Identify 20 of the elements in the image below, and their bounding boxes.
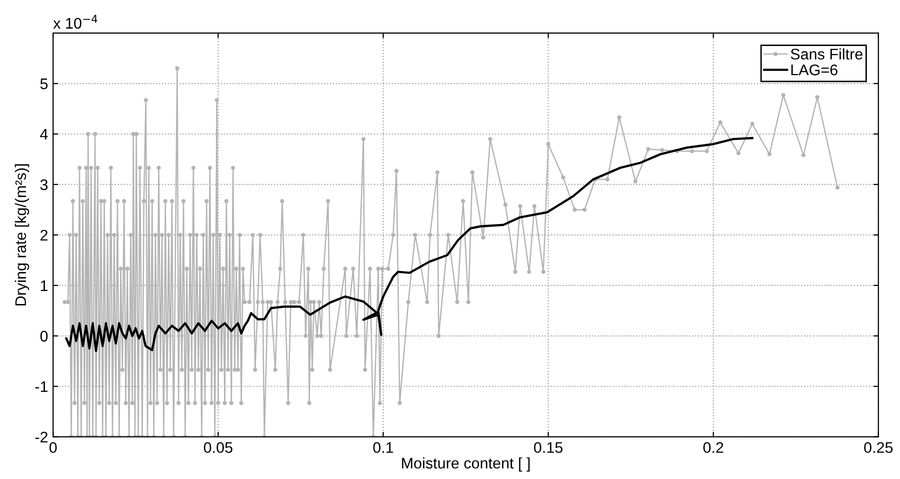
line-series: [65, 136, 754, 352]
text: x 10$^{−4}$: [53, 14, 98, 29]
y-tick-label: 0: [40, 330, 48, 342]
x-tick-label: 0.1: [373, 442, 394, 453]
y-tick-label: 2: [40, 230, 48, 240]
y-tick-label: 3: [40, 179, 48, 190]
x-tick-label: 0.05: [204, 442, 232, 453]
x-tick-label: 0.25: [864, 442, 893, 453]
legend-label: Sans Filtre: [790, 48, 862, 60]
y-tick-label: -2: [35, 432, 48, 442]
legend-label: LAG=6: [791, 64, 838, 76]
x-axis-title: Moisture content [ ]: [402, 457, 530, 472]
y-tick-label: 1: [40, 280, 48, 291]
y-axis-title: Drying rate [kg/(m²s)]: [14, 164, 30, 306]
y-tick-label: 4: [40, 129, 48, 140]
y-tick-label: 5: [40, 78, 48, 90]
x-tick-label: 0: [49, 442, 57, 453]
x-tick-label: 0.2: [703, 442, 724, 453]
y-tick-label: -1: [35, 381, 48, 392]
x-tick-label: 0.15: [534, 442, 563, 453]
